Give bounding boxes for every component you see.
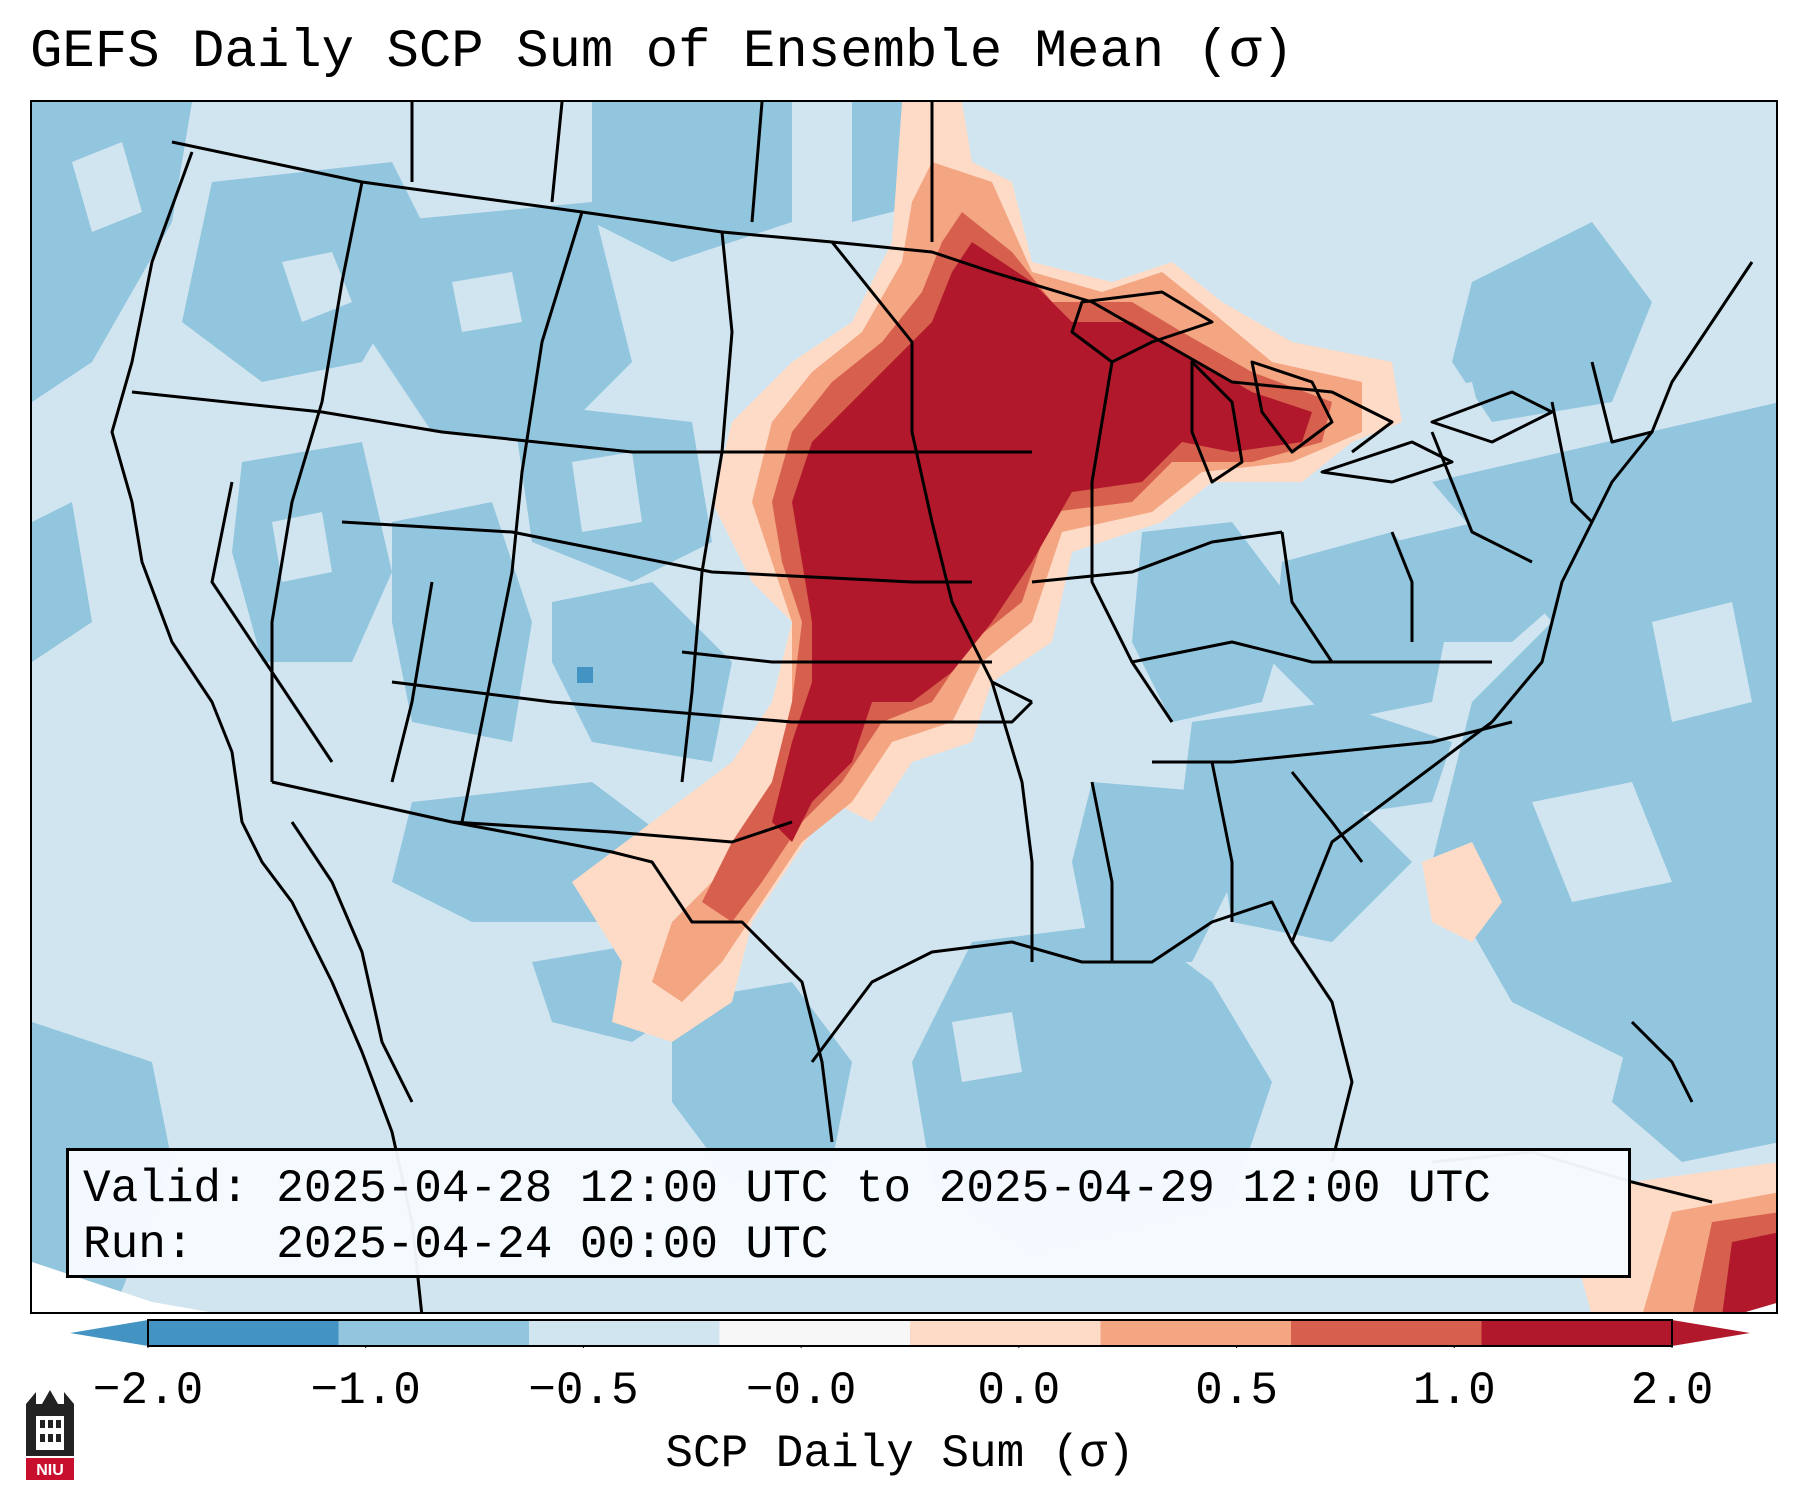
map-panel	[30, 100, 1778, 1314]
field-light-blue-patches	[72, 142, 1752, 1082]
valid-label: Valid:	[83, 1163, 249, 1215]
field-dark-red	[772, 242, 1776, 1312]
colorbar	[70, 1319, 1750, 1348]
colorbar-tick-label: 0.0	[977, 1365, 1061, 1417]
colorbar-extend-low	[70, 1320, 148, 1346]
colorbar-segments	[148, 1320, 1673, 1346]
page-title: GEFS Daily SCP Sum of Ensemble Mean (σ)	[30, 22, 1294, 83]
scp-map	[32, 102, 1776, 1312]
run-value: 2025-04-24 00:00 UTC	[276, 1219, 829, 1271]
niu-logo: NIU	[26, 1390, 74, 1480]
colorbar-segment	[1100, 1320, 1292, 1346]
colorbar-outline	[147, 1319, 1673, 1347]
state-borders	[110, 102, 1754, 1312]
valid-value: 2025-04-28 12:00 UTC to 2025-04-29 12:00…	[276, 1163, 1491, 1215]
field-dark-blue	[577, 667, 593, 683]
colorbar-tick-label: −1.0	[310, 1365, 421, 1417]
projection-edge	[32, 1262, 1776, 1312]
colorbar-extend-high	[1672, 1320, 1750, 1346]
colorbar-tick-label: −2.0	[92, 1365, 204, 1417]
colorbar-segment	[338, 1320, 530, 1346]
colorbar-segment	[1291, 1320, 1482, 1346]
colorbar-segment	[148, 1320, 339, 1346]
colorbar-tick-label: −0.0	[745, 1365, 857, 1417]
colorbar-segment	[529, 1320, 720, 1346]
colorbar-segment	[1481, 1320, 1673, 1346]
colorbar-segment	[910, 1320, 1101, 1346]
colorbar-tick-label: 2.0	[1630, 1365, 1714, 1417]
logo-text: NIU	[36, 1462, 64, 1479]
valid-run-info-box: Valid: 2025-04-28 12:00 UTC to 2025-04-2…	[66, 1148, 1631, 1278]
colorbar-label: SCP Daily Sum (σ)	[665, 1428, 1135, 1480]
colorbar-tick-label: 1.0	[1412, 1365, 1496, 1417]
colorbar-segment	[719, 1320, 911, 1346]
colorbar-tick-label: 0.5	[1195, 1365, 1278, 1417]
colorbar-tick-label: −0.5	[528, 1365, 639, 1417]
run-label: Run:	[83, 1219, 194, 1271]
